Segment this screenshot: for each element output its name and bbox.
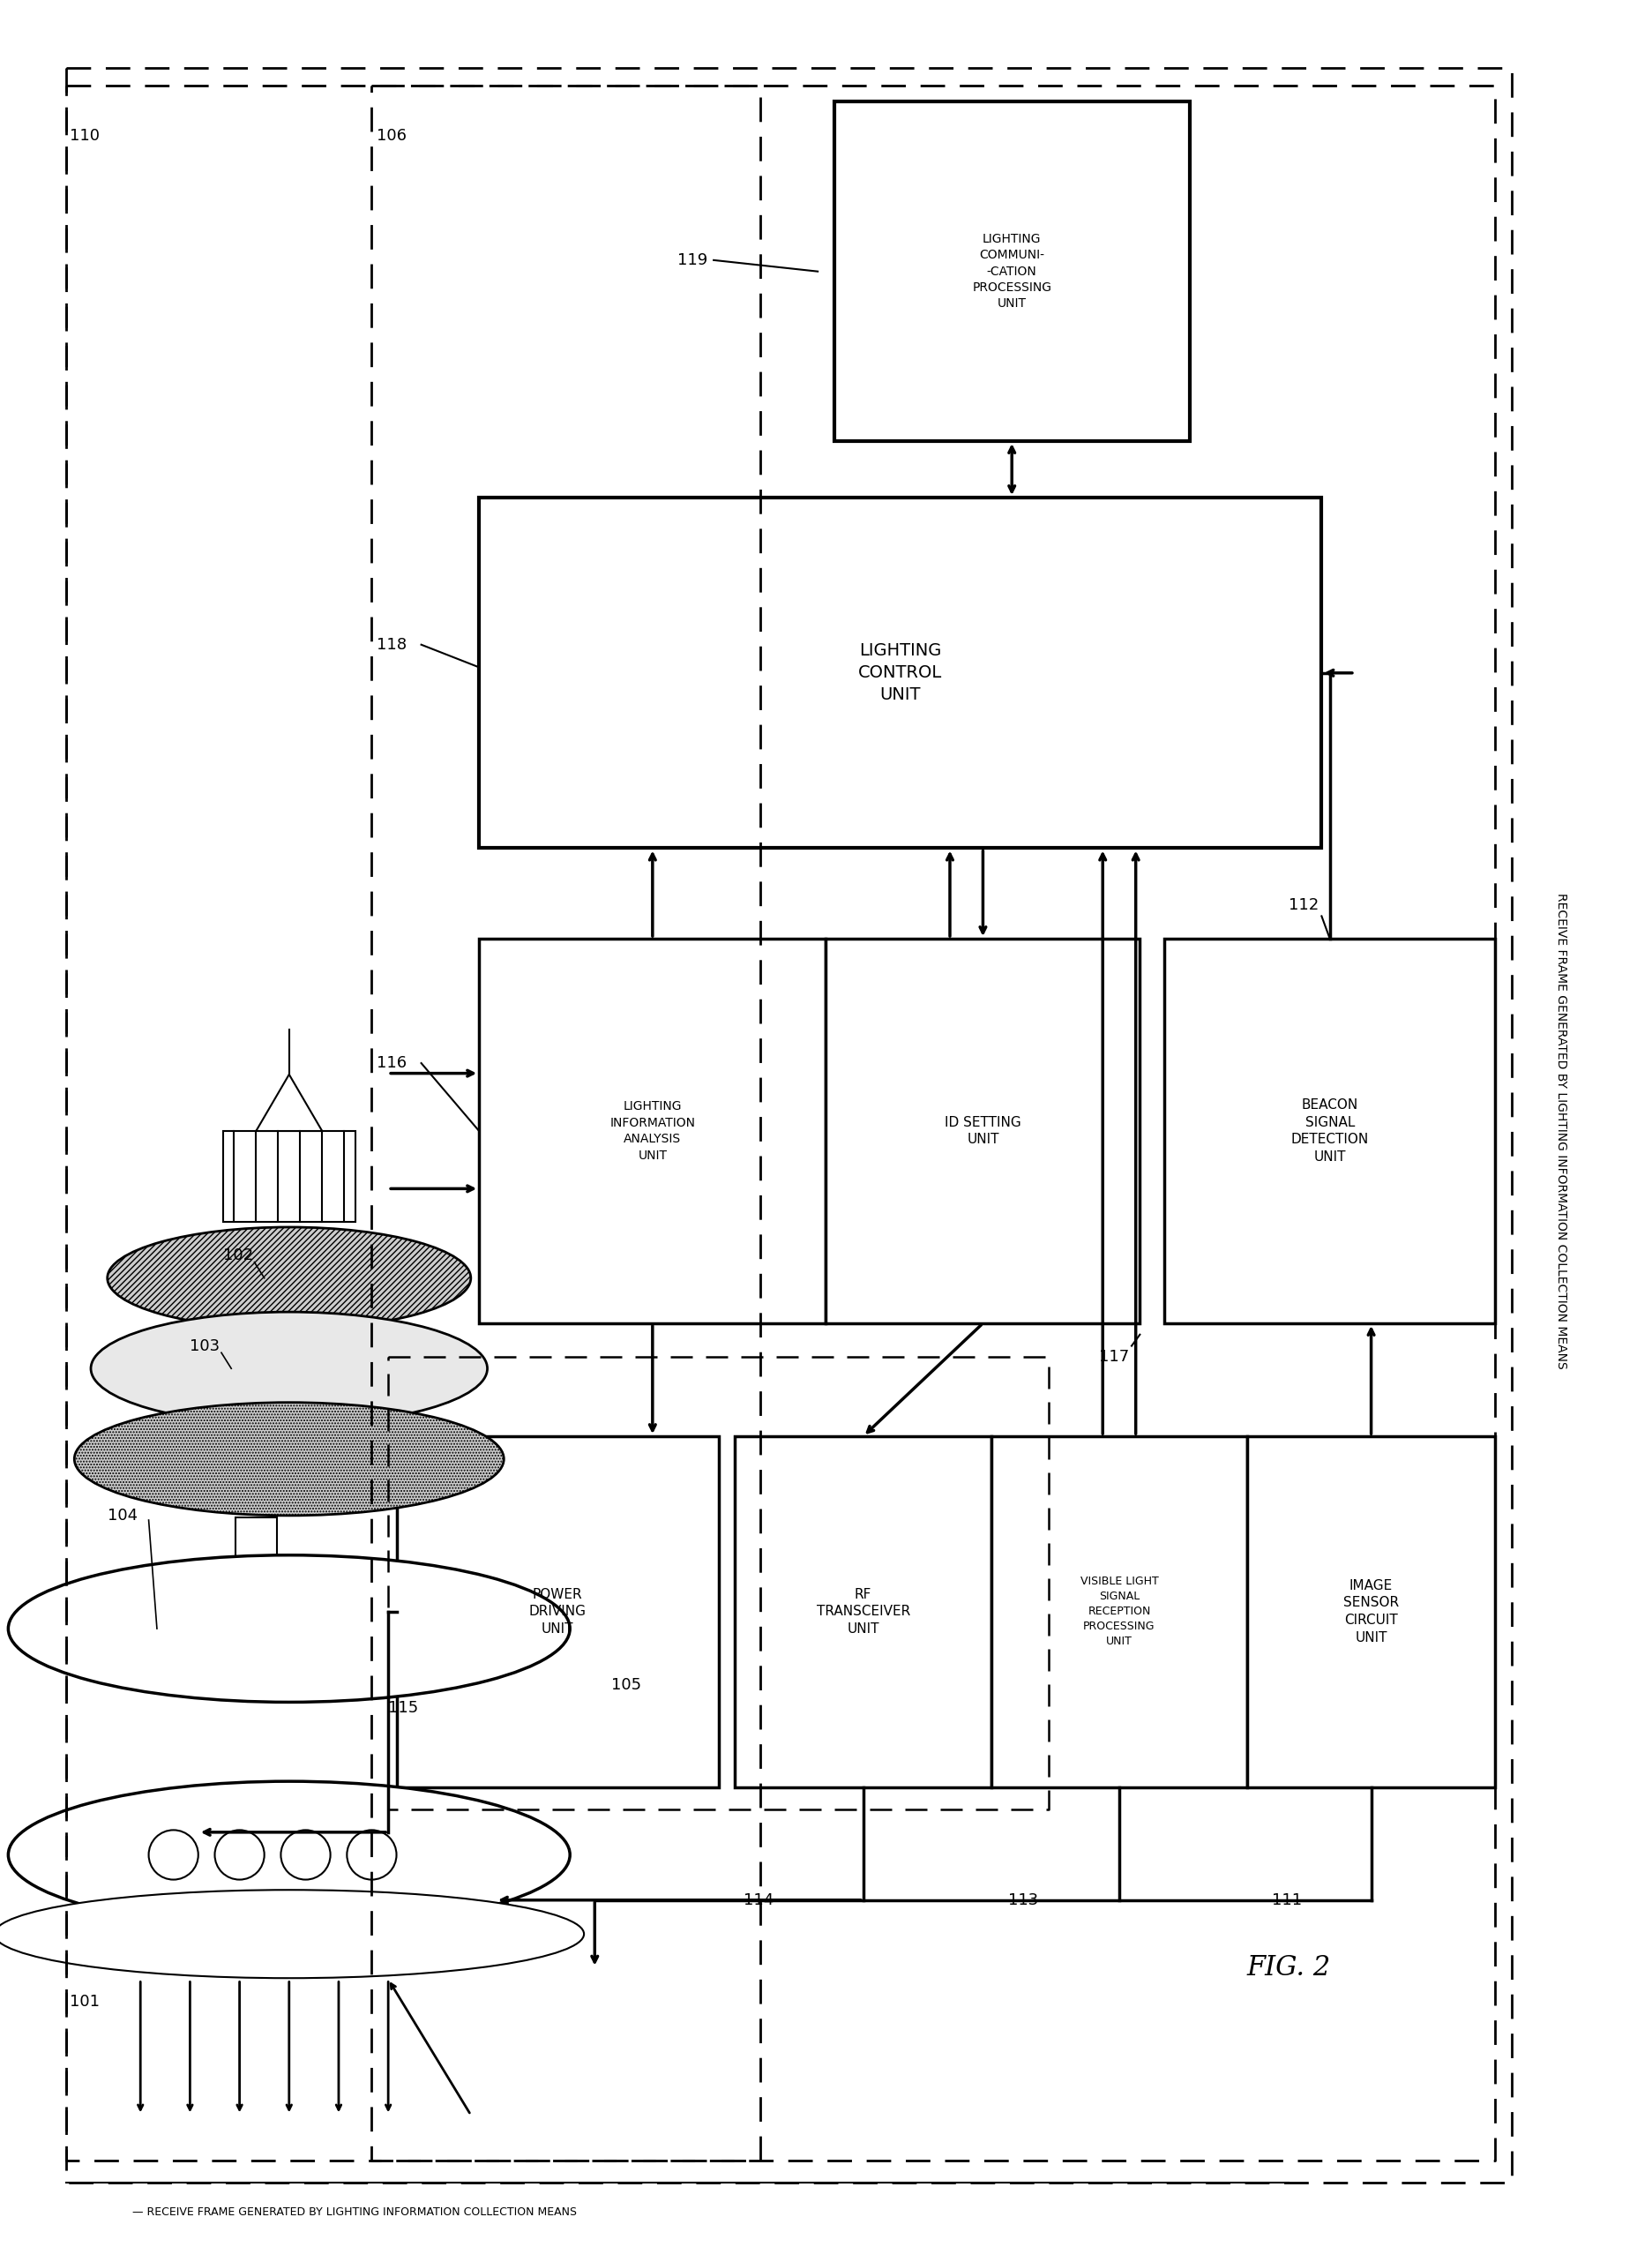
Text: 105: 105 [611,1676,641,1694]
Bar [1247,1436,1495,1787]
Text: 111: 111 [1272,1891,1302,1909]
Ellipse shape [91,1312,487,1425]
Bar [991,1436,1247,1787]
Text: 104: 104 [107,1506,137,1525]
Bar [479,498,1322,848]
Text: 119: 119 [677,251,707,269]
Text: RF
TRANSCEIVER
UNIT: RF TRANSCEIVER UNIT [816,1588,910,1635]
Text: LIGHTING
COMMUNI-
-CATION
PROCESSING
UNIT: LIGHTING COMMUNI- -CATION PROCESSING UNI… [971,233,1052,310]
Text: POWER
DRIVING
UNIT: POWER DRIVING UNIT [529,1588,586,1635]
Text: 102: 102 [223,1246,253,1264]
Text: FIG. 2: FIG. 2 [1247,1954,1330,1982]
Text: 106: 106 [377,127,406,145]
Text: LIGHTING
INFORMATION
ANALYSIS
UNIT: LIGHTING INFORMATION ANALYSIS UNIT [610,1102,695,1160]
Text: 101: 101 [69,1993,99,2011]
Bar [826,939,1140,1323]
Bar [479,939,826,1323]
Text: IMAGE
SENSOR
CIRCUIT
UNIT: IMAGE SENSOR CIRCUIT UNIT [1343,1579,1399,1644]
Text: RECEIVE FRAME GENERATED BY LIGHTING INFORMATION COLLECTION MEANS: RECEIVE FRAME GENERATED BY LIGHTING INFO… [1555,893,1568,1369]
Ellipse shape [8,1556,570,1701]
Ellipse shape [0,1889,583,1977]
Text: 112: 112 [1289,896,1318,914]
Ellipse shape [8,1782,570,1927]
Text: 117: 117 [1099,1348,1128,1366]
Ellipse shape [107,1226,471,1328]
Text: 110: 110 [69,127,99,145]
Circle shape [215,1830,264,1880]
Text: VISIBLE LIGHT
SIGNAL
RECEPTION
PROCESSING
UNIT: VISIBLE LIGHT SIGNAL RECEPTION PROCESSIN… [1080,1577,1158,1647]
Bar [735,1436,991,1787]
Circle shape [347,1830,396,1880]
Bar [235,1518,276,1559]
Text: 115: 115 [388,1699,418,1717]
Bar [834,102,1189,441]
Text: ID SETTING
UNIT: ID SETTING UNIT [945,1115,1021,1147]
Text: 103: 103 [190,1337,220,1355]
Circle shape [149,1830,198,1880]
Text: 113: 113 [1008,1891,1037,1909]
Text: 114: 114 [743,1891,773,1909]
Bar [396,1436,719,1787]
Ellipse shape [74,1402,504,1516]
Bar [1165,939,1495,1323]
Text: 116: 116 [377,1054,406,1072]
Text: BEACON
SIGNAL
DETECTION
UNIT: BEACON SIGNAL DETECTION UNIT [1290,1097,1370,1165]
Bar [223,1131,355,1221]
Text: LIGHTING
CONTROL
UNIT: LIGHTING CONTROL UNIT [859,642,942,703]
Text: — RECEIVE FRAME GENERATED BY LIGHTING INFORMATION COLLECTION MEANS: — RECEIVE FRAME GENERATED BY LIGHTING IN… [132,2205,577,2219]
Polygon shape [256,1074,322,1131]
Circle shape [281,1830,330,1880]
Text: 118: 118 [377,636,406,654]
